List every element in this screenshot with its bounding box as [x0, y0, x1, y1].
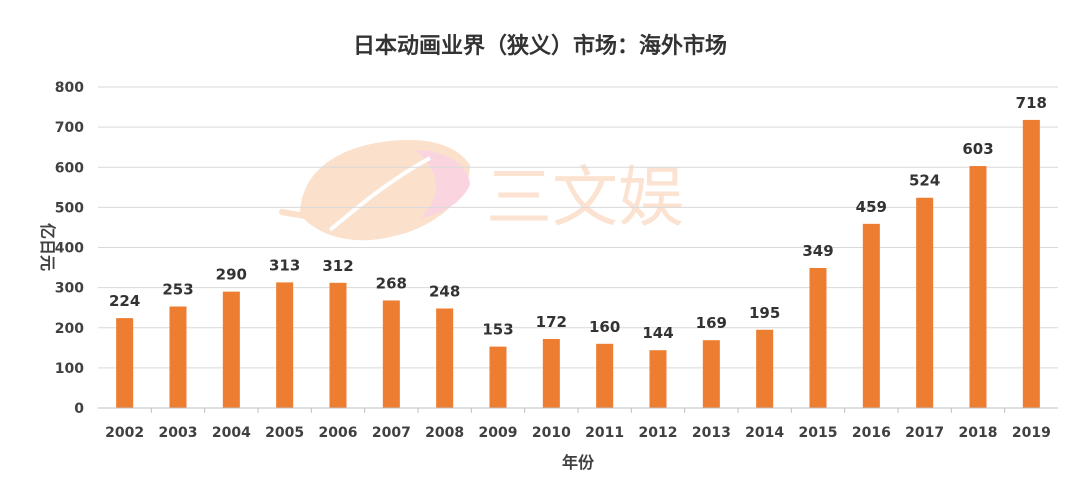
y-tick-label: 300 [55, 281, 84, 297]
data-label-2004: 290 [216, 266, 247, 284]
bar-2003 [169, 306, 187, 408]
chart-title: 日本动画业界（狭义）市场：海外市场 [353, 33, 727, 59]
bar-2015 [809, 267, 827, 408]
data-label-2007: 268 [376, 274, 407, 292]
x-tick-label: 2003 [159, 425, 198, 441]
x-axis-ticks: 2002 2003 2004 2005 2006 2007 2008 2009 2010 2011… [105, 408, 1051, 441]
watermark: 三文娱 [279, 140, 684, 241]
peach-logo-icon [279, 140, 470, 241]
x-tick-label: 2006 [319, 425, 358, 441]
bar-2014 [756, 329, 774, 408]
bar-2018 [969, 166, 987, 408]
data-label-2002: 224 [109, 292, 140, 310]
y-axis-title: 亿日元 [38, 223, 57, 271]
x-tick-label: 2009 [479, 425, 518, 441]
bar-2008 [436, 308, 454, 408]
x-tick-label: 2008 [425, 425, 464, 441]
x-tick-label: 2015 [799, 425, 838, 441]
y-tick-label: 400 [55, 241, 84, 257]
y-tick-label: 500 [55, 200, 84, 216]
x-tick-label: 2017 [905, 425, 944, 441]
data-label-2010: 172 [536, 313, 567, 331]
y-axis-ticks: 0 100 200 300 400 500 600 700 800 [55, 80, 84, 417]
x-tick-label: 2010 [532, 425, 571, 441]
bar-2012 [649, 350, 667, 408]
data-label-2016: 459 [856, 198, 887, 216]
data-label-2008: 248 [429, 282, 460, 300]
data-label-2006: 312 [322, 257, 353, 275]
data-label-2015: 349 [802, 242, 833, 260]
x-tick-label: 2019 [1012, 425, 1051, 441]
bars [116, 119, 1040, 408]
x-tick-label: 2005 [265, 425, 304, 441]
data-label-2013: 169 [696, 314, 727, 332]
bar-2013 [702, 340, 720, 408]
data-label-2003: 253 [162, 280, 193, 298]
bar-2002 [116, 318, 134, 408]
y-tick-label: 800 [55, 80, 84, 96]
bar-2010 [542, 338, 560, 408]
x-tick-label: 2004 [212, 425, 251, 441]
x-tick-label: 2002 [105, 425, 144, 441]
data-label-2012: 144 [642, 324, 673, 342]
x-tick-label: 2018 [959, 425, 998, 441]
y-tick-label: 600 [55, 160, 84, 176]
data-label-2018: 603 [962, 140, 993, 158]
y-tick-label: 100 [55, 361, 84, 377]
x-tick-label: 2007 [372, 425, 411, 441]
y-tick-label: 200 [55, 321, 84, 337]
data-labels: 224 253 290 313 312 268 248 153 172 160 144 169 195 3… [109, 94, 1047, 342]
x-tick-label: 2016 [852, 425, 891, 441]
data-label-2011: 160 [589, 318, 620, 336]
data-label-2014: 195 [749, 304, 780, 322]
bar-2004 [222, 291, 240, 408]
data-label-2019: 718 [1016, 94, 1047, 112]
bar-2007 [382, 300, 400, 408]
y-tick-label: 700 [55, 120, 84, 136]
x-axis-title: 年份 [562, 453, 595, 472]
data-label-2009: 153 [482, 321, 513, 339]
grid-lines [98, 86, 1058, 369]
x-tick-label: 2014 [745, 425, 784, 441]
data-label-2017: 524 [909, 172, 940, 190]
bar-2011 [596, 343, 614, 408]
bar-2005 [276, 282, 294, 408]
x-tick-label: 2012 [639, 425, 678, 441]
watermark-text: 三文娱 [486, 159, 684, 236]
y-tick-label: 0 [74, 401, 84, 417]
bar-2016 [862, 223, 880, 408]
x-tick-label: 2011 [585, 425, 624, 441]
bar-2009 [489, 346, 507, 408]
bar-2019 [1022, 119, 1040, 408]
x-tick-label: 2013 [692, 425, 731, 441]
data-label-2005: 313 [269, 256, 300, 274]
bar-2006 [329, 282, 347, 408]
bar-2017 [916, 197, 934, 408]
